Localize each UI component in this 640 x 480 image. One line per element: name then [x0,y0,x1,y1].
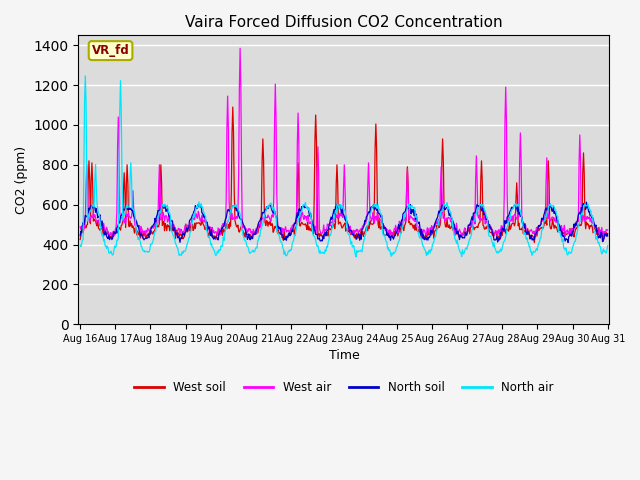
X-axis label: Time: Time [328,349,359,362]
Y-axis label: CO2 (ppm): CO2 (ppm) [15,146,28,214]
Title: Vaira Forced Diffusion CO2 Concentration: Vaira Forced Diffusion CO2 Concentration [185,15,503,30]
Text: VR_fd: VR_fd [92,44,129,57]
Legend: West soil, West air, North soil, North air: West soil, West air, North soil, North a… [129,377,558,399]
